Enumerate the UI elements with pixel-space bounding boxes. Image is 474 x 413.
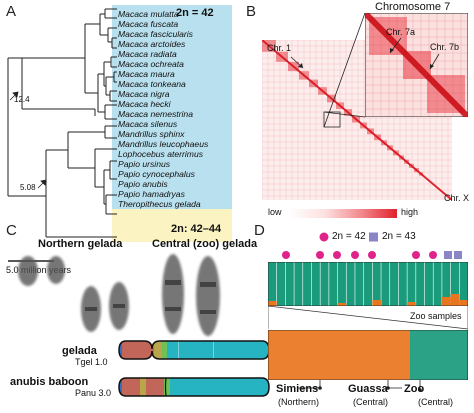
species-label: Theropithecus gelada xyxy=(118,199,201,209)
sample-markers xyxy=(282,251,462,259)
node-label-5-08: 5.08 xyxy=(20,183,36,192)
structure-bar-orange xyxy=(407,302,416,306)
guassa-label: Guassa xyxy=(348,383,388,395)
panel-d-letter: D xyxy=(254,222,265,239)
synteny-bars xyxy=(118,340,270,397)
chr7b-label: Chr. 7b xyxy=(430,42,460,52)
label-2n-42: 2n = 42 xyxy=(176,7,214,19)
zoom-connector xyxy=(268,306,468,330)
species-label: Mandrillus leucophaeus xyxy=(118,139,209,149)
legend-2n-42: 2n = 42 xyxy=(332,231,366,242)
legend-dots xyxy=(319,232,378,242)
population-brackets xyxy=(298,380,422,392)
species-label: Macaca radiata xyxy=(118,49,177,59)
simiens-label: Simiens xyxy=(276,383,319,395)
species-label: Mandrillus sphinx xyxy=(118,129,185,139)
species-label: Lophocebus aterrimus xyxy=(118,149,204,159)
central-gelada-title: Central (zoo) gelada xyxy=(152,238,258,250)
legend-2n-43: 2n = 43 xyxy=(382,231,416,242)
karyotype-images xyxy=(18,254,220,336)
chr1-label: Chr. 1 xyxy=(267,43,292,53)
macaca-box xyxy=(112,5,232,209)
panel-a-letter: A xyxy=(6,3,17,20)
structure-plot-zoo xyxy=(268,262,468,306)
species-list: Macaca mulatta Macaca fuscata Macaca fas… xyxy=(118,9,208,209)
baboon-label: anubis baboon xyxy=(10,376,89,388)
structure-bar-orange xyxy=(459,300,468,306)
structure-bar-orange xyxy=(268,301,277,306)
structure-plot-all xyxy=(268,330,468,380)
legend-low: low xyxy=(268,207,282,217)
simiens-sublabel: (Northern) xyxy=(278,397,320,407)
northern-gelada-title: Northern gelada xyxy=(38,238,123,250)
species-label: Macaca nemestrina xyxy=(118,109,193,119)
species-label: Papio cynocephalus xyxy=(118,169,195,179)
species-label: Macaca maura xyxy=(118,69,175,79)
species-label: Macaca fuscata xyxy=(118,19,179,29)
node-label-12-4: 12.4 xyxy=(14,95,30,104)
structure-bar-orange xyxy=(441,297,451,306)
structure-bar-orange xyxy=(337,303,347,306)
species-label: Papio anubis xyxy=(118,179,168,189)
label-2n-42-44: 2n: 42–44 xyxy=(171,223,222,235)
gelada-assembly: Tgel 1.0 xyxy=(75,357,108,367)
species-label: Macaca silenus xyxy=(118,119,178,129)
scale-bar-label: 5.0 million years xyxy=(6,265,72,275)
species-label: Macaca mulatta xyxy=(118,9,179,19)
chr7a-label: Chr. 7a xyxy=(386,27,416,37)
species-label: Macaca hecki xyxy=(118,99,171,109)
species-label: Macaca nigra xyxy=(118,89,170,99)
guassa-sublabel: (Central) xyxy=(353,397,389,407)
gelada-label: gelada xyxy=(62,345,97,357)
hic-annotation-lines xyxy=(290,12,440,128)
structure-bar-orange xyxy=(450,294,460,306)
inset-title: Chromosome 7 xyxy=(373,1,453,13)
phylogeny-tree xyxy=(7,8,117,262)
legend-high: high xyxy=(401,207,419,217)
zoo-sublabel: (Central) xyxy=(418,397,454,407)
chromosome-7-inset xyxy=(365,13,468,117)
panel-c-letter: C xyxy=(6,222,17,239)
species-label: Macaca arctoides xyxy=(118,39,186,49)
gelada-box xyxy=(112,209,232,242)
chrx-label: Chr. X xyxy=(444,193,470,203)
zoo-label: Zoo xyxy=(404,383,425,395)
color-scale-bar xyxy=(289,209,397,218)
baboon-assembly: Panu 3.0 xyxy=(75,388,112,398)
species-label: Macaca fascicularis xyxy=(118,29,193,39)
species-label: Macaca tonkeana xyxy=(118,79,186,89)
species-label: Papio ursinus xyxy=(118,159,171,169)
panel-b-letter: B xyxy=(246,3,257,20)
zoo-samples-label: Zoo samples xyxy=(409,311,463,321)
structure-bar-orange xyxy=(372,300,382,306)
species-label: Papio hamadryas xyxy=(118,189,185,199)
species-label: Macaca ochreata xyxy=(118,59,184,69)
